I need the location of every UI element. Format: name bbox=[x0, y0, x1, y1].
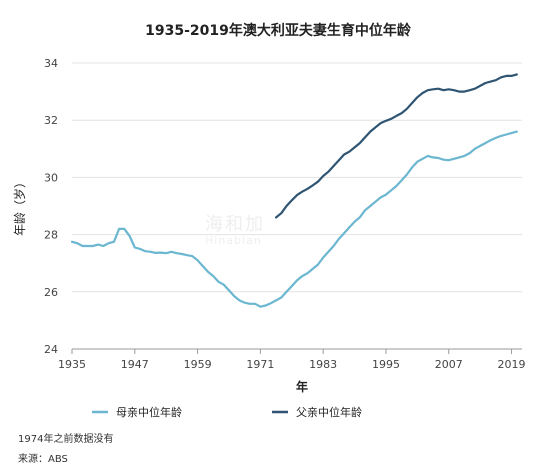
x-tick-label: 1995 bbox=[372, 358, 400, 371]
x-tick-label: 1983 bbox=[309, 358, 337, 371]
chart-title: 1935-2019年澳大利亚夫妻生育中位年龄 bbox=[145, 23, 411, 39]
axes: 24 26 28 30 32 34 1935 1947 1959 1971 1983 1995 2007… bbox=[12, 57, 526, 394]
y-tick-label: 24 bbox=[44, 343, 58, 356]
watermark: 海和加 Hinabian bbox=[205, 215, 265, 247]
x-tick-label: 2007 bbox=[435, 358, 463, 371]
footnote-missing-data: 1974年之前数据没有 bbox=[18, 434, 114, 445]
footnote-source: 来源：ABS bbox=[18, 454, 68, 465]
legend-label: 父亲中位年龄 bbox=[296, 405, 362, 419]
mother-median-age-line bbox=[70, 130, 518, 308]
y-axis-title: 年龄（岁） bbox=[12, 176, 27, 236]
series-lines bbox=[70, 73, 518, 308]
y-tick-label: 26 bbox=[44, 286, 58, 299]
grid-lines bbox=[72, 62, 522, 350]
father-median-age-line bbox=[275, 73, 518, 219]
x-tick-label: 1971 bbox=[246, 358, 274, 371]
legend: 母亲中位年龄 父亲中位年龄 bbox=[92, 405, 362, 419]
x-tick-label: 1959 bbox=[184, 358, 212, 371]
legend-label: 母亲中位年龄 bbox=[116, 405, 182, 419]
y-tick-label: 28 bbox=[44, 229, 58, 242]
x-tick-label: 1947 bbox=[121, 358, 149, 371]
y-tick-label: 32 bbox=[44, 114, 58, 127]
x-axis-title: 年 bbox=[296, 379, 308, 394]
x-tick-label: 2019 bbox=[498, 358, 526, 371]
x-tick-label: 1935 bbox=[58, 358, 86, 371]
watermark-line-2: Hinabian bbox=[205, 233, 262, 247]
y-tick-label: 30 bbox=[44, 171, 58, 184]
watermark-line-1: 海和加 bbox=[205, 214, 265, 235]
y-tick-label: 34 bbox=[44, 57, 58, 70]
